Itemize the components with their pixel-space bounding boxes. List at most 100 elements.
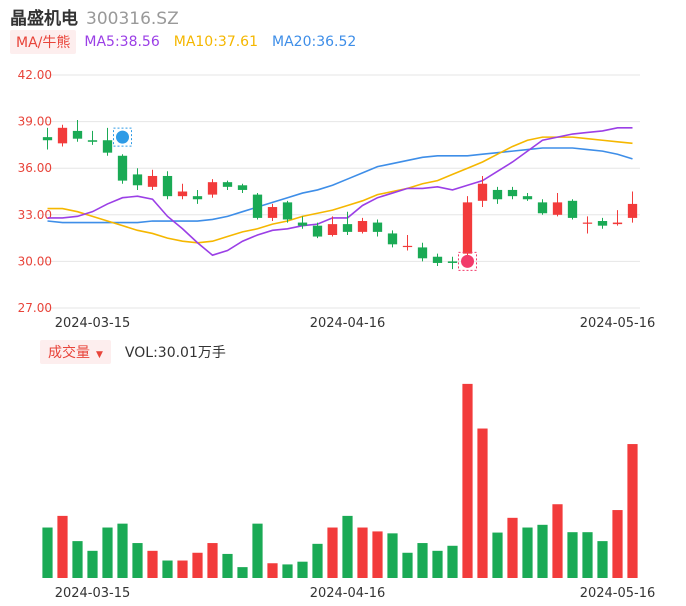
- candle-body: [402, 245, 413, 248]
- volume-bar: [267, 563, 278, 578]
- candle-body: [582, 222, 593, 224]
- volume-bar: [297, 561, 308, 578]
- candle-body: [42, 137, 53, 141]
- volume-bar: [237, 567, 248, 578]
- marker-dot: [461, 254, 474, 268]
- volume-bar: [72, 541, 83, 578]
- volume-bar: [147, 550, 158, 578]
- ma-legend: MA/牛熊 MA5:38.56 MA10:37.61 MA20:36.52: [10, 30, 370, 54]
- volume-date-axis: 2024-03-15 2024-04-16 2024-05-16: [55, 586, 656, 601]
- candle: [582, 216, 593, 234]
- volume-bar: [282, 564, 293, 578]
- candle: [267, 203, 278, 222]
- volume-bar: [132, 543, 143, 578]
- volume-bar: [207, 543, 218, 578]
- candle: [372, 219, 383, 237]
- candle: [462, 196, 473, 257]
- candle-body: [87, 140, 98, 142]
- candle: [252, 193, 263, 220]
- volume-bar: [372, 531, 383, 578]
- volume-bar: [252, 523, 263, 578]
- candle: [417, 242, 428, 262]
- volume-bar: [522, 527, 533, 578]
- candle: [597, 217, 608, 229]
- price-tick-label: 27.00: [18, 301, 52, 315]
- candle: [387, 230, 398, 248]
- volume-bar: [42, 527, 53, 578]
- candle-body: [417, 247, 428, 259]
- volume-bar: [387, 533, 398, 578]
- candle: [477, 175, 488, 208]
- volume-bar: [102, 527, 113, 578]
- volume-bar: [627, 444, 638, 578]
- candle-body: [117, 155, 128, 181]
- candle: [72, 120, 83, 142]
- candle-body: [252, 194, 263, 218]
- candle-body: [537, 202, 548, 214]
- candle: [87, 130, 98, 145]
- candle: [192, 189, 203, 204]
- signal-markers: [113, 127, 477, 271]
- candle: [357, 217, 368, 234]
- candle-body: [627, 203, 638, 218]
- candle-body: [102, 140, 113, 153]
- bull-icon: [458, 251, 477, 271]
- candle-body: [342, 224, 353, 232]
- candle: [42, 127, 53, 150]
- ma20-line: [47, 147, 633, 224]
- candle: [522, 193, 533, 201]
- candle: [162, 171, 173, 200]
- volume-bar: [597, 541, 608, 578]
- candle-body: [267, 207, 278, 218]
- volume-date-label: 2024-03-15: [55, 586, 131, 601]
- candle-body: [57, 127, 68, 144]
- candle-body: [132, 174, 143, 186]
- volume-bar: [552, 504, 563, 578]
- candle-body: [507, 189, 518, 197]
- ma10-label: MA10:37.61: [173, 34, 259, 50]
- ma5-path: [47, 127, 633, 257]
- volume-bar: [57, 515, 68, 578]
- caret-down-icon: ▼: [96, 350, 103, 360]
- candle: [612, 210, 623, 226]
- candle: [282, 200, 293, 223]
- candle: [537, 199, 548, 215]
- candlestick-series: [42, 120, 638, 270]
- volume-bar: [567, 532, 578, 578]
- candle-body: [597, 221, 608, 226]
- candle: [117, 154, 128, 184]
- ma20-path: [47, 147, 633, 224]
- price-tick-label: 42.00: [18, 68, 52, 82]
- volume-bar: [537, 524, 548, 578]
- candle: [132, 168, 143, 190]
- candle: [552, 193, 563, 217]
- candle-body: [297, 222, 308, 226]
- volume-bar: [582, 532, 593, 578]
- volume-legend: 成交量 ▼ VOL:30.01万手: [40, 340, 226, 364]
- volume-bar: [417, 543, 428, 578]
- ma-indicator-selector[interactable]: MA/牛熊: [10, 30, 77, 54]
- price-date-axis: 2024-03-15 2024-04-16 2024-05-16: [55, 316, 656, 331]
- candle-body: [282, 202, 293, 220]
- volume-bar: [492, 532, 503, 578]
- volume-indicator-selector[interactable]: 成交量 ▼: [40, 340, 111, 364]
- volume-bar: [447, 545, 458, 578]
- candle: [147, 169, 158, 190]
- candle: [567, 199, 578, 220]
- ma5-label: MA5:38.56: [84, 34, 160, 50]
- candle-body: [492, 189, 503, 200]
- volume-value: VOL:30.01万手: [124, 345, 226, 361]
- candle-body: [192, 196, 203, 200]
- candle-body: [372, 222, 383, 232]
- volume-bar: [477, 428, 488, 578]
- candle-body: [522, 196, 533, 200]
- candle-body: [447, 261, 458, 263]
- volume-bar: [87, 550, 98, 578]
- candle-body: [147, 175, 158, 187]
- volume-tag-label: 成交量: [48, 345, 90, 361]
- volume-bar: [192, 552, 203, 578]
- candle: [432, 253, 443, 267]
- ma20-label: MA20:36.52: [272, 34, 357, 50]
- marker-frame: [113, 127, 132, 147]
